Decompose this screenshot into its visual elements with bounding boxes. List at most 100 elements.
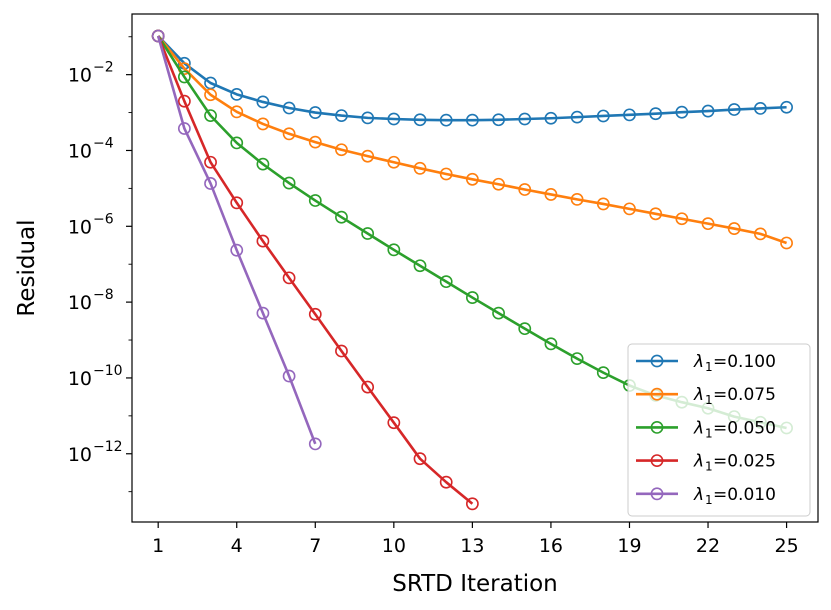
data-point	[256, 234, 270, 248]
legend-subscript: 1	[705, 460, 713, 474]
y-tick-label: 10	[68, 368, 92, 390]
data-point	[701, 104, 715, 118]
data-point	[649, 207, 663, 221]
y-tick-exponent: −8	[93, 287, 114, 303]
y-tick-label: 10	[68, 140, 92, 162]
legend-subscript: 1	[705, 393, 713, 407]
data-point	[308, 194, 322, 207]
data-point	[518, 322, 532, 336]
series-line	[156, 35, 474, 505]
data-point	[204, 177, 217, 190]
legend-subscript: 1	[705, 360, 713, 374]
data-point	[256, 157, 270, 171]
series-5	[151, 29, 322, 451]
data-point	[335, 109, 348, 122]
data-point	[387, 112, 401, 126]
data-point	[753, 227, 767, 241]
data-point	[204, 88, 217, 102]
data-point	[413, 259, 427, 273]
legend-item: λ 1 =0.050	[636, 418, 776, 440]
data-point	[308, 106, 322, 119]
data-point	[361, 227, 375, 240]
legend-item: λ 1 =0.010	[636, 485, 776, 507]
data-point	[256, 306, 270, 320]
legend-symbol: λ	[693, 485, 704, 505]
data-point	[544, 188, 558, 201]
data-point	[727, 103, 741, 116]
legend-symbol: λ	[693, 418, 704, 438]
data-point	[335, 344, 348, 358]
data-point	[335, 143, 348, 157]
legend-subscript: 1	[705, 426, 713, 440]
data-point	[570, 192, 584, 206]
data-point	[204, 155, 217, 169]
data-point	[439, 475, 453, 489]
data-point	[623, 108, 636, 122]
y-tick-exponent: −6	[93, 211, 114, 227]
data-point	[465, 113, 479, 127]
data-point	[649, 107, 663, 121]
x-tick-label: 13	[460, 535, 484, 557]
y-tick-exponent: −10	[93, 363, 123, 379]
x-tick-label: 19	[617, 535, 641, 557]
data-point	[204, 109, 217, 122]
legend-symbol: λ	[693, 452, 704, 472]
data-point	[282, 369, 296, 383]
x-tick-label: 7	[309, 535, 321, 557]
data-point	[387, 243, 401, 257]
data-point	[151, 29, 165, 43]
legend-item: λ 1 =0.100	[636, 352, 776, 374]
legend-item: λ 1 =0.025	[636, 452, 776, 474]
data-point	[413, 452, 427, 466]
legend-item: λ 1 =0.075	[636, 385, 776, 407]
x-tick-label: 16	[539, 535, 563, 557]
data-point	[701, 217, 715, 231]
data-point	[675, 105, 689, 119]
data-point	[570, 352, 584, 366]
data-point	[308, 135, 322, 149]
legend-marker	[650, 454, 664, 467]
y-tick-label: 10	[68, 216, 92, 238]
legend-value: =0.075	[713, 385, 776, 405]
data-point	[387, 155, 401, 169]
y-tick-exponent: −2	[93, 60, 114, 76]
series-line	[156, 35, 317, 445]
data-point	[439, 167, 453, 181]
data-point	[570, 110, 584, 124]
data-point	[780, 236, 793, 250]
x-tick-label: 1	[152, 535, 164, 557]
data-point	[465, 291, 479, 304]
data-point	[177, 70, 191, 84]
x-tick-label: 10	[382, 535, 406, 557]
data-point	[675, 212, 689, 226]
data-point	[177, 94, 191, 108]
y-tick-label: 10	[68, 65, 92, 87]
legend-marker	[650, 487, 664, 501]
data-point	[465, 497, 479, 511]
data-point	[727, 222, 741, 235]
data-point	[361, 380, 375, 394]
data-point	[439, 113, 453, 127]
data-point	[413, 113, 427, 127]
data-point	[282, 271, 296, 285]
legend-value: =0.010	[713, 485, 776, 505]
data-point	[780, 100, 793, 114]
data-point	[413, 161, 427, 175]
data-point	[544, 337, 558, 351]
legend-symbol: λ	[693, 352, 704, 372]
y-tick-exponent: −12	[93, 439, 123, 455]
data-point	[518, 183, 532, 196]
data-point	[596, 197, 610, 211]
data-point	[361, 111, 375, 125]
data-point	[230, 87, 244, 101]
data-point	[230, 243, 244, 257]
data-point	[753, 101, 767, 115]
x-tick-label: 25	[774, 535, 798, 557]
plot-frame	[131, 13, 819, 523]
series-4	[151, 29, 479, 511]
x-axis: 1 4 7 10 13 16 19 22 25	[152, 522, 799, 557]
y-tick-exponent: −4	[93, 135, 114, 151]
